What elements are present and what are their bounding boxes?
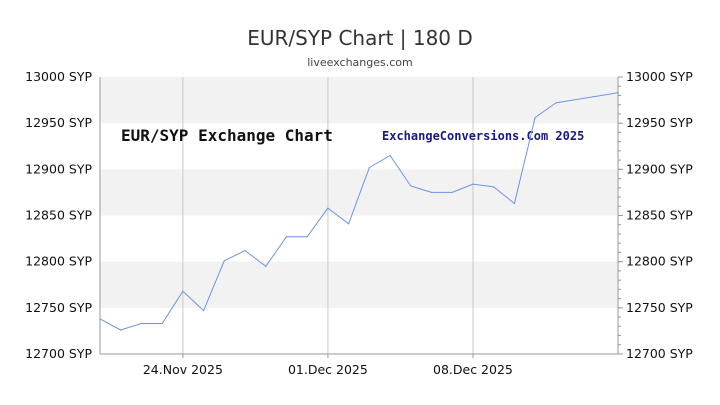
data-point bbox=[265, 265, 267, 267]
y-tick-label-left: 12700 SYP bbox=[25, 346, 92, 361]
data-point bbox=[161, 322, 163, 325]
data-point bbox=[182, 290, 184, 292]
series-line bbox=[99, 92, 619, 331]
grid-band bbox=[100, 261, 618, 308]
data-point bbox=[285, 236, 288, 238]
data-point bbox=[513, 202, 516, 205]
data-point bbox=[472, 183, 474, 185]
y-tick-label-right: 12850 SYP bbox=[626, 208, 693, 223]
background-bands bbox=[100, 77, 618, 308]
data-point bbox=[348, 223, 350, 225]
x-axis: 24.Nov 2025 01.Dec 2025 08.Dec 2025 bbox=[143, 354, 513, 377]
y-tick-label-left: 12800 SYP bbox=[25, 254, 92, 269]
watermark-left: EUR/SYP Exchange Chart bbox=[121, 126, 333, 145]
y-tick-label-right: 13000 SYP bbox=[626, 69, 693, 84]
data-point bbox=[430, 191, 433, 194]
data-point bbox=[451, 191, 453, 194]
watermark-right: ExchangeConversions.Com 2025 bbox=[382, 129, 584, 143]
y-tick-label-left: 12850 SYP bbox=[25, 208, 92, 223]
y-tick-label-right: 12800 SYP bbox=[626, 254, 693, 269]
y-tick-label-left: 13000 SYP bbox=[25, 69, 92, 84]
data-point bbox=[140, 322, 143, 325]
series-group bbox=[99, 92, 619, 331]
grid-band bbox=[100, 169, 618, 216]
data-point bbox=[223, 260, 225, 262]
data-point bbox=[244, 249, 246, 252]
chart-subtitle: liveexchanges.com bbox=[307, 56, 413, 69]
x-tick-label: 01.Dec 2025 bbox=[288, 362, 368, 377]
y-axis-right: 13000 SYP 12950 SYP 12900 SYP 12850 SYP 1280… bbox=[618, 69, 693, 361]
data-point bbox=[534, 117, 536, 119]
data-point bbox=[327, 207, 329, 209]
data-point bbox=[389, 154, 391, 157]
data-point bbox=[555, 102, 557, 104]
chart-title: EUR/SYP Chart | 180 D bbox=[247, 26, 473, 50]
y-tick-label-left: 12950 SYP bbox=[25, 115, 92, 130]
y-tick-label-right: 12700 SYP bbox=[626, 346, 693, 361]
y-tick-label-right: 12900 SYP bbox=[626, 161, 693, 176]
data-point bbox=[368, 166, 370, 169]
y-axis-left: 13000 SYP 12950 SYP 12900 SYP 12850 SYP 1280… bbox=[25, 69, 92, 361]
vertical-gridlines bbox=[182, 77, 474, 354]
y-tick-label-right: 12750 SYP bbox=[626, 300, 693, 315]
grid-band bbox=[100, 77, 618, 124]
data-point bbox=[203, 310, 205, 312]
y-tick-label-right: 12950 SYP bbox=[626, 115, 693, 130]
x-tick-label: 08.Dec 2025 bbox=[433, 362, 513, 377]
data-point bbox=[410, 185, 412, 187]
data-point bbox=[99, 318, 101, 320]
y-axis-right-minor-ticks bbox=[618, 76, 621, 355]
x-tick-label: 24.Nov 2025 bbox=[143, 362, 223, 377]
data-point bbox=[617, 92, 619, 94]
data-point bbox=[120, 329, 122, 331]
y-tick-label-left: 12900 SYP bbox=[25, 161, 92, 176]
data-point bbox=[306, 236, 308, 238]
y-tick-label-left: 12750 SYP bbox=[25, 300, 92, 315]
data-point bbox=[493, 186, 495, 188]
